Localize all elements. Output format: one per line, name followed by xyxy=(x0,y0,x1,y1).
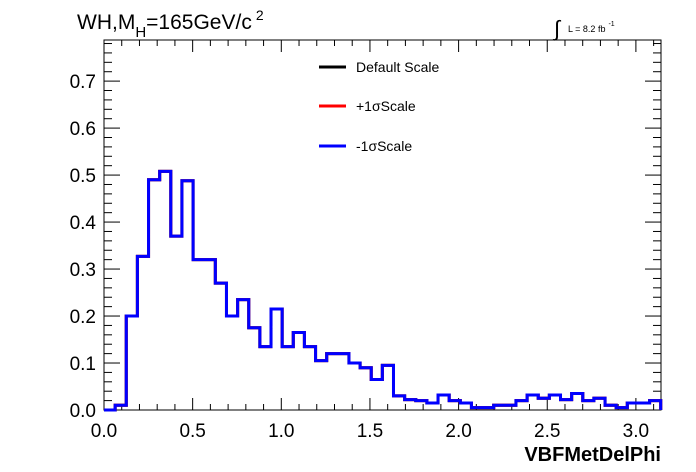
y-tick-label: 0.5 xyxy=(70,166,96,187)
y-tick-label: 0.4 xyxy=(70,213,97,234)
legend-label-minus-1sigma-scale: -1σScale xyxy=(356,138,412,154)
series-line-minus-1sigma-scale xyxy=(104,169,663,412)
x-axis-label: VBFMetDelPhi xyxy=(524,444,661,466)
y-tick-label: 0.7 xyxy=(70,72,96,93)
x-tick-label: 0.5 xyxy=(179,421,205,442)
luminosity-label: L = 8.2 fb -1 xyxy=(568,21,615,34)
title-suffix: =165GeV/c xyxy=(146,11,252,34)
axes: 0.0 0.5 1.0 1.5 2.0 2.5 3.0 0.0 0.1 0.2 0.3 0.4 0.5 0… xyxy=(70,40,661,442)
luminosity-superscript: -1 xyxy=(608,21,614,28)
y-tick-label: 0.2 xyxy=(70,307,96,328)
y-tick-label: 0.0 xyxy=(70,401,96,422)
x-tick-label: 1.0 xyxy=(268,421,294,442)
luminosity-integral: ∫ xyxy=(552,16,562,41)
y-tick-label: 0.3 xyxy=(70,260,96,281)
chart-title: WH,MH=165GeV/c 2 xyxy=(77,7,264,41)
legend-label-plus-1sigma-scale: +1σScale xyxy=(356,98,416,114)
legend-label-default-scale: Default Scale xyxy=(356,59,439,75)
x-tick-label: 0.0 xyxy=(91,421,117,442)
luminosity-text: L = 8.2 fb xyxy=(568,24,605,34)
title-subscript: H xyxy=(135,24,146,41)
y-tick-label: 0.6 xyxy=(70,119,96,140)
plot-frame xyxy=(103,39,662,411)
x-tick-label: 1.5 xyxy=(357,421,383,442)
title-prefix: WH,M xyxy=(77,11,135,34)
x-tick-label: 3.0 xyxy=(623,421,649,442)
x-tick-label: 2.5 xyxy=(534,421,560,442)
x-tick-label: 2.0 xyxy=(445,421,471,442)
title-superscript: 2 xyxy=(256,7,264,23)
legend: Default Scale +1σScale -1σScale xyxy=(319,59,439,154)
y-tick-label: 0.1 xyxy=(70,354,96,375)
series-layer xyxy=(104,169,663,412)
